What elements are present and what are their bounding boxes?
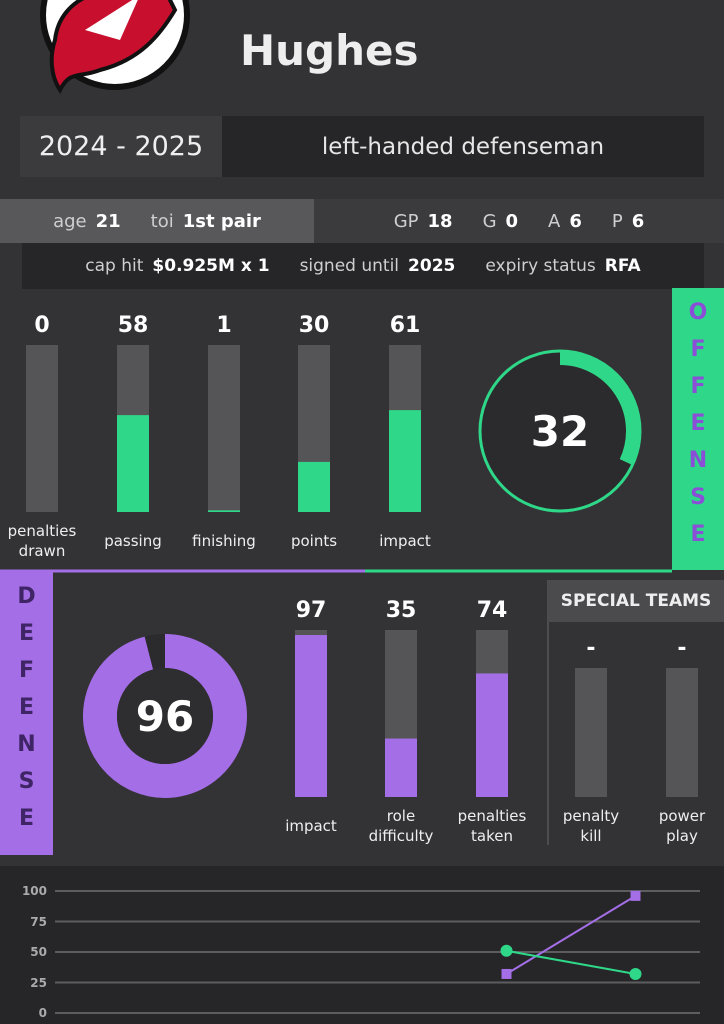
point	[500, 944, 513, 957]
season-box	[20, 116, 222, 177]
stat-label: toi	[150, 210, 174, 232]
point	[501, 968, 512, 979]
bar-value: 1	[216, 312, 232, 338]
defense-band	[0, 572, 53, 855]
bar	[298, 461, 330, 512]
bar-value: 58	[117, 312, 149, 338]
production-box	[314, 199, 724, 243]
role-box	[222, 116, 704, 177]
bar-label: impact	[285, 817, 337, 835]
bar	[208, 510, 240, 512]
bar-value: 61	[389, 312, 421, 338]
stat-value: 6	[569, 210, 582, 232]
bar-value: 30	[298, 312, 330, 338]
usage-row: age 21 toi 1st pair	[0, 199, 314, 243]
stat-label: GP	[393, 210, 419, 232]
stat-label: P	[611, 210, 623, 232]
stat: age 21	[53, 211, 121, 232]
donut-arc	[83, 634, 247, 798]
stat-label: G	[482, 210, 497, 232]
bar-label: finishing	[192, 532, 256, 550]
team-logo	[40, 0, 190, 94]
contract-row: cap hit $0.925M x 1 signed until 2025 expiry…	[22, 243, 704, 289]
bar-value: -	[677, 635, 687, 661]
bar-value: 97	[295, 597, 327, 623]
bar-value: 35	[385, 597, 417, 623]
bar	[385, 738, 417, 797]
bar	[117, 415, 149, 512]
y-tick-label: 75	[30, 914, 47, 929]
bar-label: impact	[379, 532, 431, 550]
bar-label: penalty kill	[562, 807, 620, 845]
stat-value: 6	[631, 210, 645, 232]
bar-label: points	[290, 532, 338, 550]
y-tick-label: 25	[30, 975, 47, 990]
bar-value: 0	[34, 312, 50, 338]
offense-band	[672, 288, 724, 570]
bar-label: power play	[658, 807, 706, 845]
bar	[476, 673, 508, 797]
stat: signed until 2025	[300, 256, 456, 276]
stat-value: 1st pair	[182, 210, 261, 232]
special-teams-title: SPECIAL TEAMS	[560, 591, 712, 611]
chart-area	[0, 866, 724, 1024]
season: 2024 - 2025	[38, 131, 204, 162]
player-name: Hughes	[240, 25, 419, 75]
bar-label: penalties taken	[457, 807, 527, 845]
donut-center	[117, 668, 213, 764]
stat-value: 18	[427, 210, 453, 232]
bar	[295, 635, 327, 797]
defense-title: DEFENSE	[14, 584, 39, 843]
stat-value: 21	[95, 210, 121, 232]
stat-value: $0.925M x 1	[152, 256, 270, 276]
series-line	[506, 949, 636, 975]
bar-track	[26, 345, 58, 512]
bar-value: 74	[476, 597, 508, 623]
stat: GP 18	[394, 211, 453, 232]
bar-value: -	[586, 635, 596, 661]
bar-label: penalties drawn	[7, 522, 77, 560]
defense-score: 96	[135, 691, 195, 741]
donut-arc	[559, 351, 640, 466]
stat-value: 2025	[408, 256, 456, 276]
stat-label: age	[53, 210, 87, 232]
stat: toi 1st pair	[151, 211, 261, 232]
point	[629, 967, 642, 980]
bar-label: passing	[104, 532, 162, 550]
y-tick-label: 50	[30, 945, 47, 959]
usage-box	[0, 199, 314, 243]
y-tick-label: 100	[21, 884, 47, 898]
bar-track	[666, 668, 698, 797]
stat-label: A	[548, 210, 561, 232]
contract-box	[22, 243, 704, 289]
offense-title: OFFENSE	[685, 299, 711, 559]
bar-label: role difficulty	[368, 807, 434, 845]
stat-value: 0	[505, 210, 519, 232]
y-tick-label: 0	[38, 1006, 47, 1020]
stat: expiry status RFA	[485, 256, 640, 276]
point	[630, 890, 641, 901]
stat-label: cap hit	[85, 256, 144, 276]
stat-value: RFA	[604, 256, 641, 276]
production-row: GP 18 G 0 A 6 P 6	[314, 199, 724, 243]
stat-label: signed until	[299, 256, 400, 276]
stat: cap hit $0.925M x 1	[85, 256, 269, 276]
special-teams-box	[548, 580, 724, 622]
bar-track	[575, 668, 607, 797]
role: left-handed defenseman	[321, 133, 605, 160]
offense-score: 32	[530, 406, 590, 456]
bar-track	[208, 345, 240, 512]
series-line	[505, 895, 637, 975]
stat-label: expiry status	[485, 256, 596, 276]
bar	[389, 410, 421, 512]
